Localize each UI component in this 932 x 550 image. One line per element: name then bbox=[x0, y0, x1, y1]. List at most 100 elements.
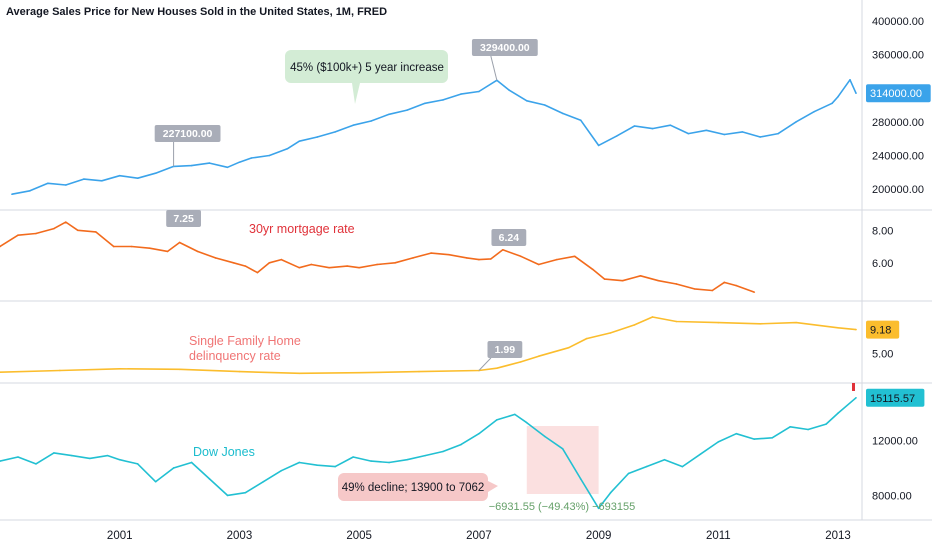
dow-point bbox=[645, 465, 648, 468]
price-point bbox=[651, 127, 654, 130]
dow-point bbox=[627, 472, 630, 475]
price-point bbox=[633, 125, 636, 127]
dow-point bbox=[579, 478, 582, 480]
increase-note-label: 45% ($100k+) 5 year increase bbox=[290, 62, 444, 74]
price-point bbox=[849, 78, 851, 81]
decline-note: 49% decline; 13900 to 7062 bbox=[338, 473, 498, 501]
price-point bbox=[250, 157, 253, 159]
decline-note-label: 49% decline; 13900 to 7062 bbox=[342, 482, 485, 494]
price-point bbox=[47, 182, 49, 185]
dow-point bbox=[771, 436, 774, 439]
mortgage-point bbox=[148, 247, 151, 249]
dow-point bbox=[663, 458, 666, 461]
price-point bbox=[508, 89, 510, 91]
time-axis-tick-label: 2007 bbox=[466, 530, 492, 542]
time-axis-tick-label: 2013 bbox=[825, 530, 851, 542]
chart-title: Average Sales Price for New Houses Sold … bbox=[6, 6, 388, 18]
price-point bbox=[226, 166, 229, 169]
delinquency-point bbox=[855, 328, 857, 331]
price-point bbox=[561, 112, 564, 115]
mortgage-point bbox=[35, 232, 37, 235]
mortgage-annotation-box bbox=[166, 210, 201, 227]
delinquency-point bbox=[418, 370, 420, 373]
price-annotation: 329400.00 bbox=[471, 39, 538, 56]
delinquency-point bbox=[238, 370, 241, 373]
dow-last-value: 15115.57 bbox=[866, 388, 925, 407]
delinquency-point bbox=[759, 322, 762, 325]
time-axis-tick-label: 2005 bbox=[346, 530, 372, 542]
mortgage-point bbox=[280, 258, 283, 261]
mortgage-point bbox=[17, 234, 19, 236]
dow-point bbox=[0, 460, 1, 462]
dow-point bbox=[789, 425, 791, 428]
mortgage-point bbox=[268, 262, 271, 264]
dow-point bbox=[496, 419, 498, 421]
mortgage-point bbox=[130, 245, 133, 248]
delinquency-point bbox=[795, 321, 797, 324]
price-point bbox=[478, 90, 480, 93]
delinquency-point bbox=[519, 361, 522, 363]
dow-point bbox=[753, 438, 756, 440]
mortgage-point bbox=[519, 255, 522, 258]
mortgage-annotation-label: 7.25 bbox=[173, 213, 194, 225]
price-ytick-label: 240000.00 bbox=[872, 151, 924, 163]
dow-point bbox=[609, 491, 612, 494]
dow-series-line bbox=[0, 397, 857, 510]
dow-point bbox=[370, 460, 372, 462]
price-last-value-box bbox=[866, 84, 931, 103]
mortgage-point bbox=[244, 265, 247, 267]
price-point bbox=[777, 132, 779, 135]
mortgage-point bbox=[639, 275, 642, 277]
price-annotation-box bbox=[154, 125, 221, 142]
mortgage-point bbox=[65, 221, 67, 223]
mortgage-point bbox=[310, 263, 313, 266]
price-point bbox=[388, 113, 390, 116]
delinquency-point bbox=[651, 316, 654, 318]
delinquency-point bbox=[118, 367, 121, 370]
delinquency-ytick-label: 5.00 bbox=[872, 348, 893, 360]
mortgage-annotation: 7.25 bbox=[166, 210, 201, 227]
price-point bbox=[136, 177, 139, 180]
price-point bbox=[855, 92, 857, 95]
mortgage-series-line bbox=[0, 221, 755, 293]
price-point bbox=[759, 136, 762, 138]
price-point bbox=[579, 119, 582, 121]
delinquency-point bbox=[633, 324, 636, 326]
price-point bbox=[615, 135, 618, 137]
delinquency-annotation-pointer bbox=[478, 357, 492, 371]
mortgage-point bbox=[675, 283, 678, 285]
delinquency-point bbox=[59, 369, 61, 372]
price-point bbox=[669, 124, 672, 126]
price-last-value-label: 314000.00 bbox=[870, 88, 922, 100]
delinquency-annotation: 1.99 bbox=[487, 341, 523, 358]
price-point bbox=[442, 99, 444, 101]
price-point bbox=[286, 147, 289, 150]
mortgage-point bbox=[466, 257, 468, 259]
dow-point bbox=[244, 491, 247, 494]
price-annotation-box bbox=[471, 39, 538, 56]
dow-last-value-label: 15115.57 bbox=[870, 393, 915, 405]
dow-point bbox=[406, 458, 408, 461]
mortgage-point bbox=[77, 229, 79, 232]
mortgage-point bbox=[178, 241, 181, 244]
time-axis-tick-label: 2001 bbox=[107, 530, 133, 542]
price-point bbox=[352, 124, 354, 126]
mortgage-annotation-box bbox=[491, 229, 527, 246]
mortgage-point bbox=[298, 266, 301, 269]
price-point bbox=[268, 154, 271, 157]
dow-point bbox=[280, 469, 283, 472]
decline-note-pointer bbox=[488, 481, 498, 492]
delinquency-point bbox=[358, 371, 360, 374]
mortgage-point bbox=[112, 245, 115, 248]
price-point bbox=[460, 93, 462, 95]
price-point bbox=[687, 132, 690, 135]
price-point bbox=[813, 110, 815, 113]
delinquency-last-value: 9.18 bbox=[866, 320, 900, 339]
price-point bbox=[154, 172, 157, 174]
delinquency-point bbox=[675, 320, 678, 323]
price-annotation-label: 329400.00 bbox=[480, 42, 530, 54]
price-point bbox=[837, 95, 839, 98]
delinquency-point bbox=[298, 372, 301, 375]
dow-point bbox=[514, 413, 516, 416]
